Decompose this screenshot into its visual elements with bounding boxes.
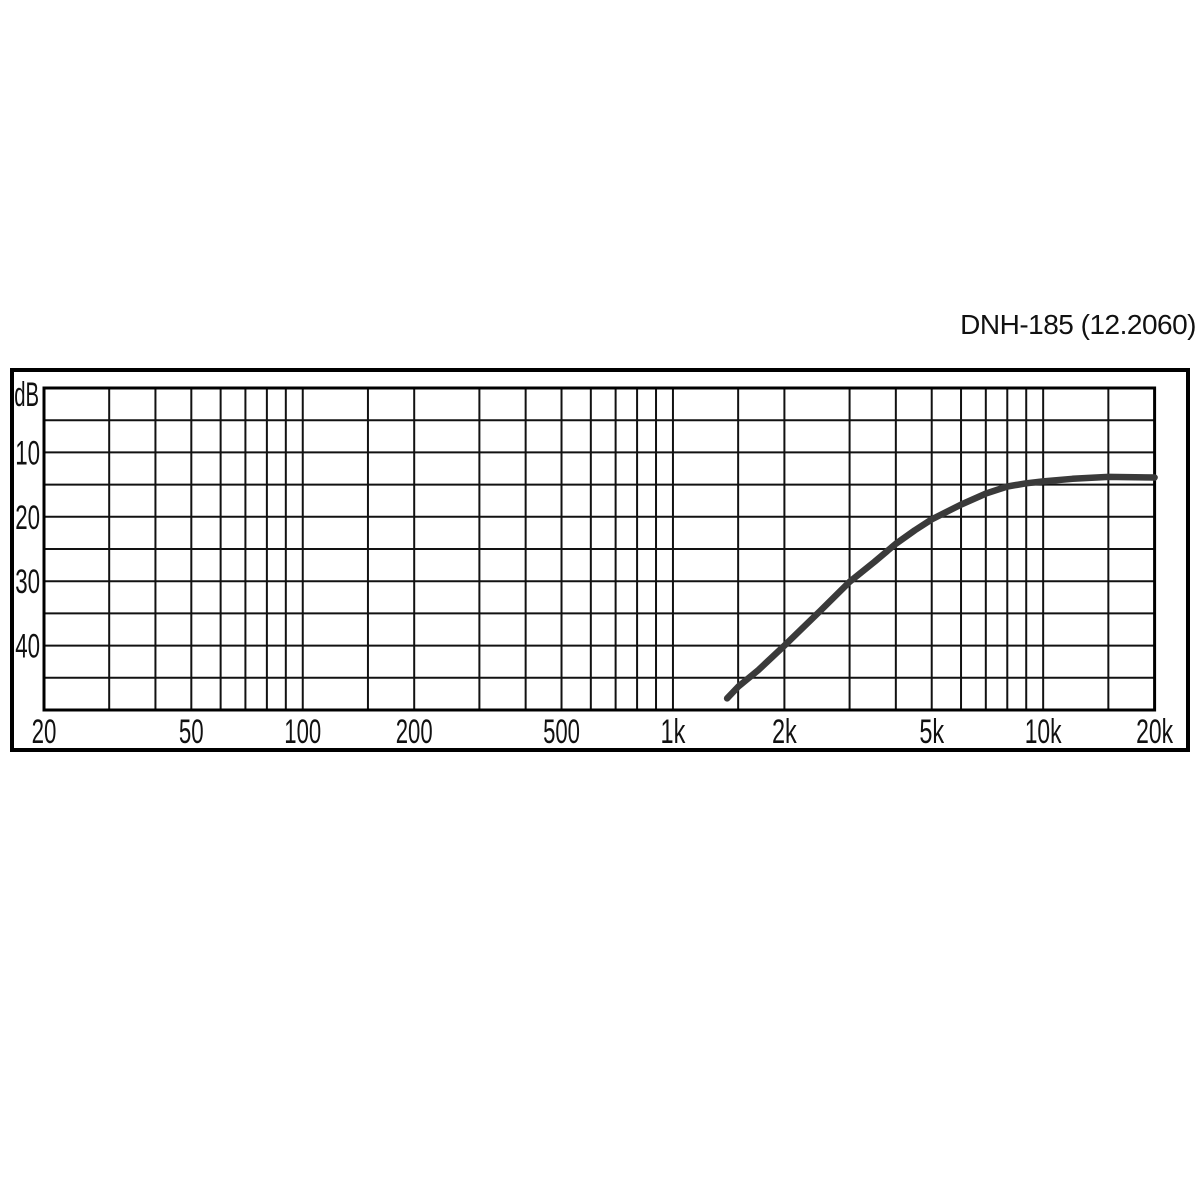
y-tick-label: 30 [15, 563, 40, 601]
y-axis-unit-label: dB [14, 376, 39, 414]
x-tick-label: 5k [919, 713, 944, 751]
chart-outer-frame [10, 368, 1190, 752]
x-tick-label: 50 [179, 713, 204, 751]
y-tick-label: 10 [15, 434, 40, 472]
y-tick-label: 20 [15, 499, 40, 537]
frequency-response-curve [723, 473, 1158, 702]
y-tick-label: 40 [15, 628, 40, 666]
x-tick-label: 1k [661, 713, 686, 751]
x-tick-label: 100 [284, 713, 321, 751]
x-tick-label: 20 [32, 713, 57, 751]
x-tick-label: 20k [1136, 713, 1174, 751]
chart-title: DNH-185 (12.2060) [960, 309, 1196, 340]
x-tick-label: 500 [543, 713, 580, 751]
plot-frame [42, 386, 1157, 712]
x-tick-label: 10k [1025, 713, 1063, 751]
x-tick-label: 2k [772, 713, 797, 751]
x-tick-label: 200 [396, 713, 433, 751]
